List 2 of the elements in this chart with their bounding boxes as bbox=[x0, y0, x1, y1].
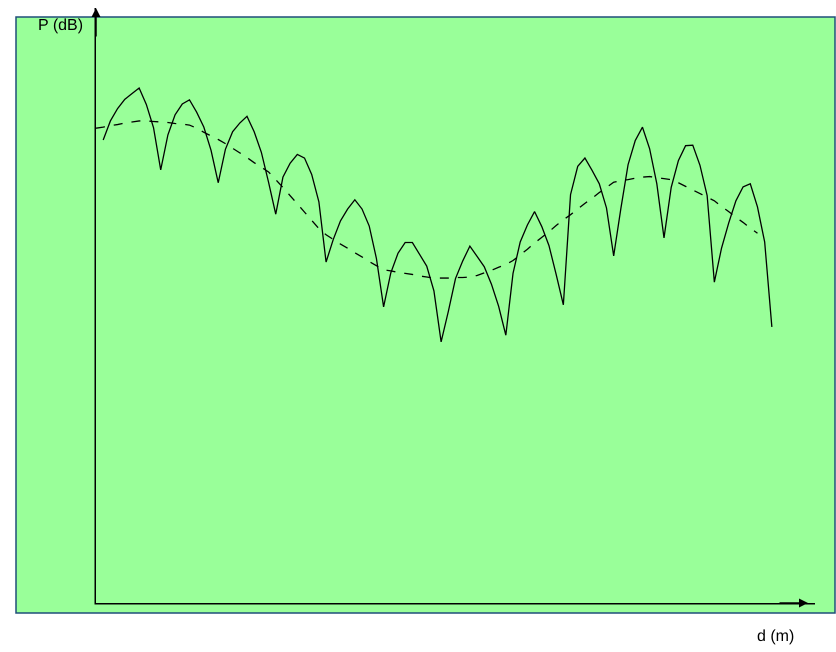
x-axis-title: d (m) bbox=[757, 628, 794, 645]
y-axis-title: P (dB) bbox=[38, 17, 84, 34]
